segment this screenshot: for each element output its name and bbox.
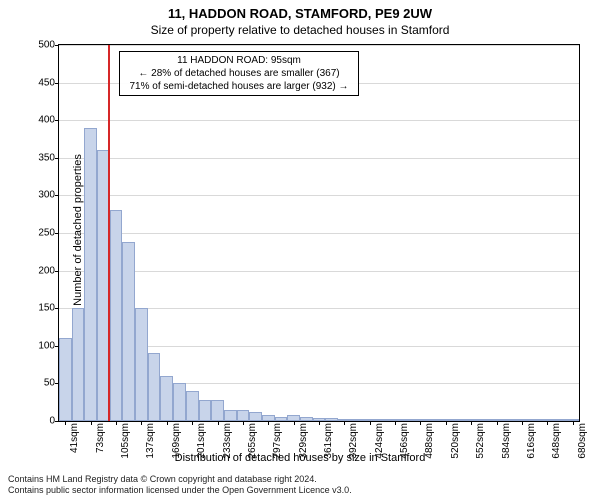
x-tickmark [471,421,472,425]
y-tickmark [55,308,59,309]
info-line-3: 71% of semi-detached houses are larger (… [124,80,354,93]
histogram-bar [72,308,85,421]
histogram-bar [173,383,186,421]
x-tickmark [522,421,523,425]
x-tickmark [116,421,117,425]
gridline [59,158,579,159]
x-tickmark [167,421,168,425]
page-subtitle: Size of property relative to detached ho… [0,23,600,37]
plot-wrap: 11 HADDON ROAD: 95sqm ← 28% of detached … [58,44,580,422]
histogram-bar [148,353,161,421]
histogram-bar [249,412,262,421]
histogram-bar [452,419,465,421]
y-tick-label: 200 [38,265,55,276]
y-tick-label: 450 [38,77,55,88]
page-title: 11, HADDON ROAD, STAMFORD, PE9 2UW [0,0,600,21]
x-tickmark [547,421,548,425]
x-tickmark [344,421,345,425]
y-tick-label: 0 [49,416,55,427]
histogram-bar [503,419,516,421]
y-tick-label: 100 [38,340,55,351]
x-tickmark [573,421,574,425]
histogram-bar [59,338,72,421]
histogram-bar [528,419,541,421]
plot-area: 11 HADDON ROAD: 95sqm ← 28% of detached … [58,44,580,422]
x-tickmark [141,421,142,425]
x-tickmark [446,421,447,425]
y-tickmark [55,271,59,272]
histogram-bar [224,410,237,421]
footer-line-1: Contains HM Land Registry data © Crown c… [8,474,352,485]
info-line-2: ← 28% of detached houses are smaller (36… [124,67,354,80]
y-tickmark [55,83,59,84]
y-tick-label: 400 [38,115,55,126]
x-tickmark [192,421,193,425]
y-tickmark [55,45,59,46]
x-tick-label: 73sqm [95,423,106,453]
histogram-bar [554,419,567,421]
x-tickmark [319,421,320,425]
x-tick-label: 41sqm [69,423,80,453]
histogram-bar [300,417,313,421]
x-tickmark [65,421,66,425]
y-tickmark [55,195,59,196]
histogram-bar [186,391,199,421]
x-tickmark [497,421,498,425]
x-tickmark [420,421,421,425]
gridline [59,195,579,196]
histogram-bar [325,418,338,421]
histogram-bar [275,417,288,422]
histogram-bar [211,400,224,421]
x-tickmark [218,421,219,425]
histogram-bar [160,376,173,421]
histogram-bar [199,400,212,421]
y-tick-label: 350 [38,152,55,163]
x-tickmark [268,421,269,425]
gridline [59,45,579,46]
footer: Contains HM Land Registry data © Crown c… [8,474,352,497]
y-tick-label: 500 [38,40,55,51]
histogram-bar [351,419,364,421]
y-tickmark [55,120,59,121]
x-axis-label: Distribution of detached houses by size … [0,452,600,464]
y-tick-label: 50 [44,378,55,389]
info-box: 11 HADDON ROAD: 95sqm ← 28% of detached … [119,51,359,96]
y-tickmark [55,233,59,234]
y-tickmark [55,421,59,422]
y-tick-label: 150 [38,303,55,314]
histogram-bar [427,419,440,421]
chart-container: 11, HADDON ROAD, STAMFORD, PE9 2UW Size … [0,0,600,500]
histogram-bar [110,210,123,421]
histogram-bar [122,242,135,421]
y-tickmark [55,158,59,159]
x-tickmark [243,421,244,425]
y-tick-label: 300 [38,190,55,201]
x-tickmark [91,421,92,425]
footer-line-2: Contains public sector information licen… [8,485,352,496]
histogram-bar [376,419,389,421]
property-marker-line [108,45,110,421]
histogram-bar [401,419,414,421]
gridline [59,233,579,234]
gridline [59,120,579,121]
histogram-bar [135,308,148,421]
gridline [59,271,579,272]
histogram-bar [237,410,250,421]
x-tickmark [395,421,396,425]
x-tickmark [370,421,371,425]
histogram-bar [84,128,97,421]
histogram-bar [478,419,491,421]
info-line-1: 11 HADDON ROAD: 95sqm [124,54,354,67]
y-tick-label: 250 [38,228,55,239]
x-tickmark [294,421,295,425]
